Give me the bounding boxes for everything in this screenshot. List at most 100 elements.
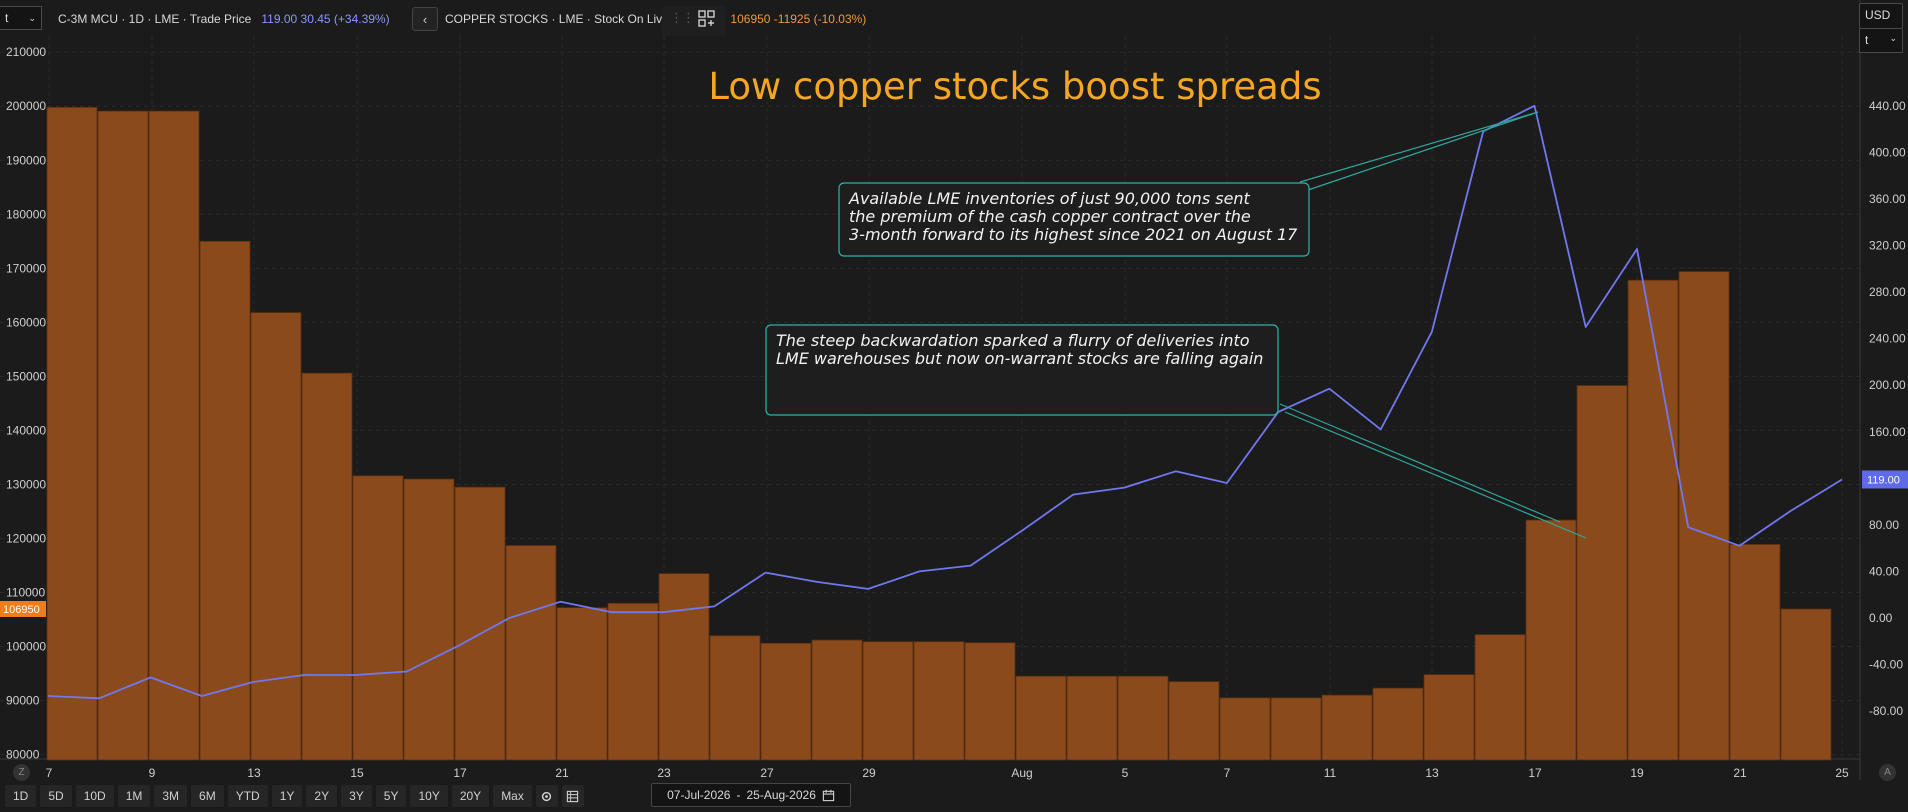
range-toolbar: 1D 5D 10D 1M 3M 6M YTD 1Y 2Y 3Y 5Y 10Y 2…	[0, 780, 1908, 812]
annotation-1-pointer	[1299, 111, 1539, 183]
annotation-text-line: Available LME inventories of just 90,000…	[848, 189, 1251, 208]
bar-copper-stocks	[148, 110, 200, 761]
range-button-ytd[interactable]: YTD	[227, 785, 268, 807]
range-button-5y[interactable]: 5Y	[375, 785, 407, 807]
unit-value: t	[1865, 33, 1869, 47]
bar-copper-stocks	[97, 110, 149, 761]
left-last-value-label: 106950	[3, 604, 40, 616]
bar-copper-stocks	[1474, 634, 1526, 761]
annotation-2-pointer	[1284, 411, 1587, 539]
legend-2-name: COPPER STOCKS · LME · Stock On Live Warr…	[445, 12, 721, 26]
symbol-search-box[interactable]: t ⌄	[0, 6, 42, 30]
range-button-10d[interactable]: 10D	[75, 785, 114, 807]
left-axis-tick-label: 210000	[6, 45, 46, 59]
series-legend-copper-stocks[interactable]: COPPER STOCKS · LME · Stock On Live Warr…	[445, 12, 866, 26]
bar-copper-stocks	[1015, 675, 1067, 761]
drag-handle-icon[interactable]: ⋮⋮	[670, 10, 695, 25]
bar-copper-stocks	[1525, 519, 1577, 761]
right-axis-tick-label: 200.00	[1869, 378, 1906, 392]
annotation-text-line: LME warehouses but now on-warrant stocks…	[776, 349, 1263, 368]
annotation-text-line: 3-month forward to its highest since 202…	[849, 225, 1298, 244]
x-axis-tick-label: 13	[247, 766, 261, 780]
legend-toolbar	[662, 6, 726, 36]
calendar-icon	[822, 789, 835, 801]
currency-selector[interactable]: USD	[1859, 3, 1903, 29]
chevron-down-icon: ⌄	[28, 12, 36, 23]
range-button-max[interactable]: Max	[493, 785, 532, 807]
bar-copper-stocks	[1678, 271, 1730, 761]
x-axis-tick-label: 5	[1122, 766, 1129, 780]
unit-selector[interactable]: t ⌄	[1859, 29, 1903, 53]
bar-copper-stocks	[607, 602, 659, 761]
gear-icon	[542, 791, 552, 801]
bar-copper-stocks	[352, 475, 404, 761]
right-axis-tick-label: 240.00	[1869, 332, 1906, 346]
left-axis-tick-label: 80000	[6, 748, 40, 762]
range-button-1d[interactable]: 1D	[5, 785, 37, 807]
add-layout-icon[interactable]	[696, 8, 718, 30]
right-axis-tick-label: 80.00	[1869, 518, 1899, 532]
left-axis-tick-label: 160000	[6, 315, 46, 329]
bar-copper-stocks	[1780, 608, 1832, 761]
series-legend-trade-price[interactable]: C-3M MCU · 1D · LME · Trade Price 119.00…	[58, 12, 390, 26]
bar-copper-stocks	[913, 641, 965, 761]
chevron-left-icon: ‹	[422, 11, 428, 27]
x-axis-tick-label: 23	[657, 766, 671, 780]
x-axis-tick-label: 21	[1733, 766, 1747, 780]
right-axis-tick-label: 0.00	[1869, 611, 1893, 625]
legend-1-values: 119.00 30.45 (+34.39%)	[261, 12, 390, 26]
bar-copper-stocks	[1117, 675, 1169, 761]
x-axis-tick-label: 11	[1324, 766, 1337, 780]
corner-a-label: A	[1884, 767, 1891, 778]
table-view-button[interactable]	[561, 785, 584, 807]
zoom-reset-button[interactable]: Z	[13, 764, 30, 781]
left-axis-tick-label: 200000	[6, 99, 46, 113]
bar-copper-stocks	[1168, 681, 1220, 761]
date-range-picker[interactable]: 07-Jul-2026 - 25-Aug-2026	[651, 783, 851, 807]
annotation-box	[838, 182, 1310, 257]
right-last-value-label: 119.00	[1867, 474, 1900, 486]
bar-copper-stocks	[1270, 697, 1322, 761]
bar-copper-stocks	[1321, 694, 1373, 761]
x-axis-tick-label: 15	[350, 766, 364, 780]
bar-copper-stocks	[454, 486, 506, 761]
bar-copper-stocks	[250, 312, 302, 761]
range-button-1m[interactable]: 1M	[117, 785, 151, 807]
range-button-3m[interactable]: 3M	[154, 785, 188, 807]
left-axis-tick-label: 100000	[6, 640, 46, 654]
bar-copper-stocks	[301, 372, 353, 761]
annotation-text-line: The steep backwardation sparked a flurry…	[776, 331, 1250, 350]
settings-gear-button[interactable]	[535, 785, 558, 807]
left-axis-tick-label: 150000	[6, 369, 46, 383]
range-button-1y[interactable]: 1Y	[271, 785, 303, 807]
bar-copper-stocks	[811, 639, 863, 761]
left-axis-tick-label: 90000	[6, 694, 40, 708]
range-button-6m[interactable]: 6M	[191, 785, 224, 807]
left-axis-tick-label: 130000	[6, 477, 46, 491]
x-axis-tick-label: 9	[149, 766, 156, 780]
bar-copper-stocks	[556, 607, 608, 761]
range-button-2y[interactable]: 2Y	[306, 785, 338, 807]
collapse-legend-button[interactable]: ‹	[412, 7, 438, 31]
symbol-search-value: t	[5, 11, 9, 25]
x-axis-tick-label: 19	[1630, 766, 1644, 780]
range-button-5d[interactable]: 5D	[40, 785, 72, 807]
auto-scale-button[interactable]: A	[1879, 764, 1896, 781]
x-axis-tick-label: 27	[760, 766, 774, 780]
table-icon	[567, 790, 579, 802]
left-axis-tick-label: 190000	[6, 153, 46, 167]
right-axis-tick-label: 440.00	[1869, 99, 1906, 113]
right-last-value-tag	[1862, 470, 1908, 489]
range-button-20y[interactable]: 20Y	[451, 785, 490, 807]
chevron-down-icon: ⌄	[1889, 33, 1897, 43]
bar-copper-stocks	[505, 545, 557, 761]
annotation-text-line: the premium of the cash copper contract …	[849, 207, 1251, 226]
range-button-10y[interactable]: 10Y	[410, 785, 448, 807]
line-trade-price	[47, 104, 1843, 700]
range-button-3y[interactable]: 3Y	[341, 785, 372, 807]
annotation-2-pointer	[1279, 403, 1561, 523]
bar-copper-stocks	[46, 106, 98, 761]
date-separator: -	[736, 788, 741, 802]
bar-copper-stocks	[658, 573, 710, 761]
